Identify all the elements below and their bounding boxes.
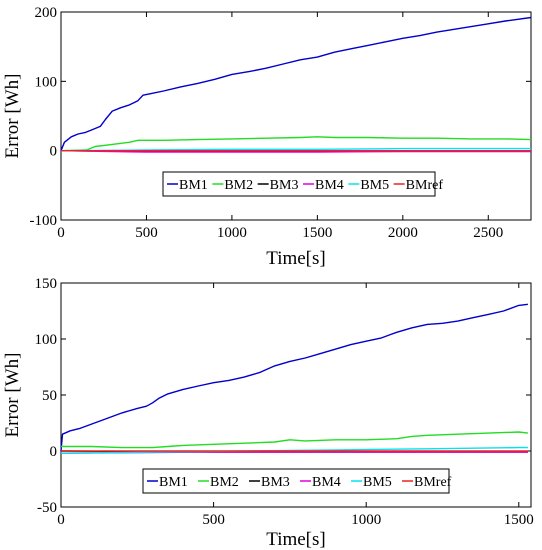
y-tick-label: 50 bbox=[42, 388, 57, 404]
chart-1: 0 500 1000 1500 2000 2500-1000100200Time[s]Er… bbox=[2, 5, 532, 269]
series-line-bm2 bbox=[60, 136, 532, 152]
x-tick-label: 1000 bbox=[351, 512, 381, 528]
y-axis-title: Error [Wh] bbox=[2, 353, 23, 438]
y-tick-label: 0 bbox=[50, 144, 58, 160]
legend-label-bm4: BM4 bbox=[315, 178, 344, 193]
y-tick-label: 150 bbox=[35, 276, 58, 292]
x-axis-title: Time[s] bbox=[266, 529, 325, 550]
x-tick-label: 500 bbox=[135, 225, 158, 241]
legend-label-bm2: BM2 bbox=[224, 178, 253, 193]
legend-box bbox=[142, 468, 450, 494]
legend-label-bm1: BM1 bbox=[179, 178, 208, 193]
legend-label-bm4: BM4 bbox=[312, 475, 341, 490]
legend-label-bm5: BM5 bbox=[360, 178, 389, 193]
x-tick-label: 1500 bbox=[504, 512, 534, 528]
series-line-bm1 bbox=[60, 303, 528, 452]
legend-label-bm3: BM3 bbox=[261, 475, 290, 490]
series-line-bm1 bbox=[60, 16, 532, 151]
legend-label-bm1: BM1 bbox=[159, 475, 188, 490]
legend-label-bm5: BM5 bbox=[363, 475, 392, 490]
legend-box bbox=[162, 171, 436, 197]
y-tick-label: 200 bbox=[35, 5, 58, 21]
legend: BM1 BM2 BM3 BM4 BM5 BMref bbox=[142, 468, 452, 494]
y-tick-label: 100 bbox=[35, 332, 58, 348]
legend-label-bmref: BMref bbox=[414, 475, 452, 490]
x-tick-label: 2500 bbox=[473, 225, 503, 241]
x-axis-title: Time[s] bbox=[266, 248, 325, 269]
x-tick-label: 500 bbox=[202, 512, 225, 528]
legend-label-bmref: BMref bbox=[406, 178, 444, 193]
y-axis-title: Error [Wh] bbox=[2, 74, 23, 159]
legend-label-bm2: BM2 bbox=[210, 475, 239, 490]
x-tick-label: 1000 bbox=[217, 225, 247, 241]
series-line-bm2 bbox=[61, 431, 528, 449]
legend: BM1 BM2 BM3 BM4 BM5 BMref bbox=[162, 171, 444, 197]
x-tick-label: 0 bbox=[57, 225, 65, 241]
x-tick-label: 2000 bbox=[388, 225, 418, 241]
y-tick-label: 100 bbox=[35, 74, 58, 90]
y-tick-label: -100 bbox=[30, 213, 58, 229]
y-tick-label: -50 bbox=[37, 500, 57, 516]
y-tick-label: 0 bbox=[50, 444, 58, 460]
x-tick-label: 1500 bbox=[302, 225, 332, 241]
series-line-bm5 bbox=[60, 446, 528, 454]
legend-label-bm3: BM3 bbox=[270, 178, 299, 193]
x-tick-label: 0 bbox=[57, 512, 65, 528]
